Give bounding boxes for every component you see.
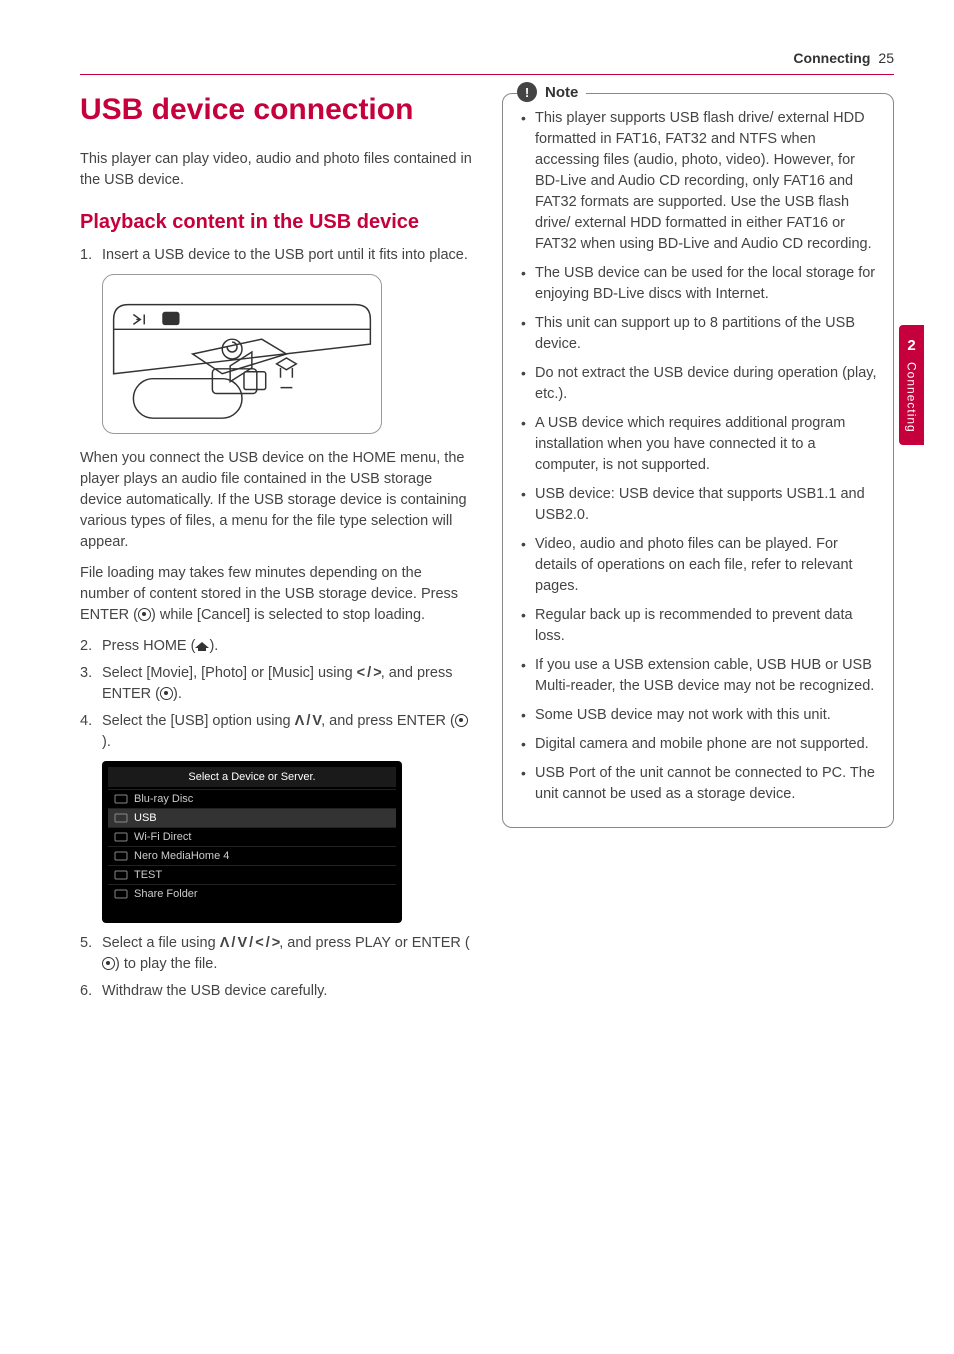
note-title: Note xyxy=(545,84,578,101)
device-row-label: Wi-Fi Direct xyxy=(134,831,191,843)
device-row: TEST xyxy=(108,865,396,884)
header-section: Connecting xyxy=(793,50,870,66)
page-header: Connecting 25 xyxy=(80,50,894,75)
device-row-icon xyxy=(114,831,128,843)
usb-illustration-icon xyxy=(103,275,381,433)
enter-icon xyxy=(455,714,468,727)
chapter-label: Connecting xyxy=(905,362,919,433)
up-down-arrows-icon: Λ / V xyxy=(295,713,321,729)
device-row: Wi-Fi Direct xyxy=(108,827,396,846)
enter-icon xyxy=(160,687,173,700)
note-item: This unit can support up to 8 partitions… xyxy=(521,313,879,355)
device-row-label: USB xyxy=(134,812,157,824)
device-row-icon xyxy=(114,812,128,824)
note-item: The USB device can be used for the local… xyxy=(521,263,879,305)
note-item: A USB device which requires additional p… xyxy=(521,413,879,476)
device-row-label: Blu-ray Disc xyxy=(134,793,193,805)
step-2: 2. Press HOME (). xyxy=(80,636,472,657)
enter-icon xyxy=(102,957,115,970)
step-4: 4. Select the [USB] option using Λ / V, … xyxy=(80,711,472,753)
right-column: ! Note This player supports USB flash dr… xyxy=(502,93,894,1008)
device-row: Nero MediaHome 4 xyxy=(108,846,396,865)
note-icon: ! xyxy=(517,82,537,102)
header-page: 25 xyxy=(878,50,894,66)
note-item: If you use a USB extension cable, USB HU… xyxy=(521,655,879,697)
step-6: 6. Withdraw the USB device carefully. xyxy=(80,981,472,1002)
device-select-screenshot: Select a Device or Server. Blu-ray Disc U… xyxy=(102,761,402,923)
note-box: ! Note This player supports USB flash dr… xyxy=(502,93,894,828)
device-row-label: Share Folder xyxy=(134,888,198,900)
step-1-text: Insert a USB device to the USB port unti… xyxy=(102,245,472,266)
device-row: Blu-ray Disc xyxy=(108,789,396,808)
after-figure-2: File loading may takes few minutes depen… xyxy=(80,563,472,626)
step-6-text: Withdraw the USB device carefully. xyxy=(102,981,472,1002)
note-item: USB Port of the unit cannot be connected… xyxy=(521,763,879,805)
device-row-label: TEST xyxy=(134,869,162,881)
device-row-icon xyxy=(114,888,128,900)
step-5: 5. Select a file using Λ / V / < / >, an… xyxy=(80,933,472,975)
step-1: 1. Insert a USB device to the USB port u… xyxy=(80,245,472,266)
intro-text: This player can play video, audio and ph… xyxy=(80,149,472,191)
subheading: Playback content in the USB device xyxy=(80,209,472,235)
note-item: This player supports USB flash drive/ ex… xyxy=(521,108,879,255)
note-item: Video, audio and photo files can be play… xyxy=(521,534,879,597)
usb-insert-figure xyxy=(102,274,382,434)
device-row: Share Folder xyxy=(108,884,396,903)
device-row-icon xyxy=(114,850,128,862)
note-item: USB device: USB device that supports USB… xyxy=(521,484,879,526)
device-row-icon xyxy=(114,793,128,805)
chapter-tab: 2 Connecting xyxy=(899,325,924,445)
device-row-label: Nero MediaHome 4 xyxy=(134,850,229,862)
screenshot-title: Select a Device or Server. xyxy=(108,767,396,787)
enter-icon xyxy=(138,608,151,621)
left-column: USB device connection This player can pl… xyxy=(80,93,472,1008)
device-row-icon xyxy=(114,869,128,881)
step-3: 3. Select [Movie], [Photo] or [Music] us… xyxy=(80,663,472,705)
note-item: Regular back up is recommended to preven… xyxy=(521,605,879,647)
left-right-arrows-icon: < / > xyxy=(357,665,381,681)
note-item: Do not extract the USB device during ope… xyxy=(521,363,879,405)
page-title: USB device connection xyxy=(80,93,472,127)
after-figure-1: When you connect the USB device on the H… xyxy=(80,448,472,553)
device-row: USB xyxy=(108,808,396,827)
note-header: ! Note xyxy=(517,82,586,102)
note-item: Digital camera and mobile phone are not … xyxy=(521,734,879,755)
note-item: Some USB device may not work with this u… xyxy=(521,705,879,726)
chapter-number: 2 xyxy=(907,337,915,354)
all-arrows-icon: Λ / V / < / > xyxy=(220,935,280,951)
home-icon xyxy=(195,639,209,651)
